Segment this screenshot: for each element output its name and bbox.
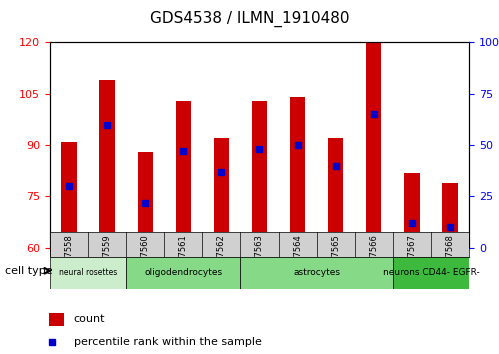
Text: GDS4538 / ILMN_1910480: GDS4538 / ILMN_1910480 xyxy=(150,11,349,27)
FancyBboxPatch shape xyxy=(393,257,469,289)
Bar xyxy=(366,42,381,248)
Text: GSM997564: GSM997564 xyxy=(293,234,302,285)
Bar xyxy=(99,80,115,248)
Text: GSM997559: GSM997559 xyxy=(103,234,112,285)
Text: GSM997568: GSM997568 xyxy=(446,234,455,285)
Text: percentile rank within the sample: percentile rank within the sample xyxy=(73,337,261,348)
Text: GSM997561: GSM997561 xyxy=(179,234,188,285)
Bar xyxy=(61,142,76,248)
Text: neurons CD44- EGFR-: neurons CD44- EGFR- xyxy=(383,268,480,277)
Text: astrocytes: astrocytes xyxy=(293,268,340,277)
Bar xyxy=(138,152,153,248)
FancyBboxPatch shape xyxy=(50,257,126,289)
Text: neural rosettes: neural rosettes xyxy=(59,268,117,277)
Bar xyxy=(176,101,191,248)
Bar xyxy=(290,97,305,248)
Bar xyxy=(404,172,420,248)
Bar xyxy=(443,183,458,248)
Text: GSM997558: GSM997558 xyxy=(64,234,73,285)
Text: GSM997560: GSM997560 xyxy=(141,234,150,285)
Text: GSM997563: GSM997563 xyxy=(255,234,264,285)
FancyBboxPatch shape xyxy=(126,257,241,289)
Text: count: count xyxy=(73,314,105,325)
Text: GSM997565: GSM997565 xyxy=(331,234,340,285)
Bar xyxy=(252,101,267,248)
Bar xyxy=(328,138,343,248)
Text: oligodendrocytes: oligodendrocytes xyxy=(144,268,223,277)
FancyBboxPatch shape xyxy=(241,257,393,289)
Text: GSM997567: GSM997567 xyxy=(407,234,416,285)
Bar xyxy=(49,313,64,326)
Bar xyxy=(214,138,229,248)
Text: GSM997562: GSM997562 xyxy=(217,234,226,285)
Text: cell type: cell type xyxy=(5,266,52,276)
Text: GSM997566: GSM997566 xyxy=(369,234,378,285)
